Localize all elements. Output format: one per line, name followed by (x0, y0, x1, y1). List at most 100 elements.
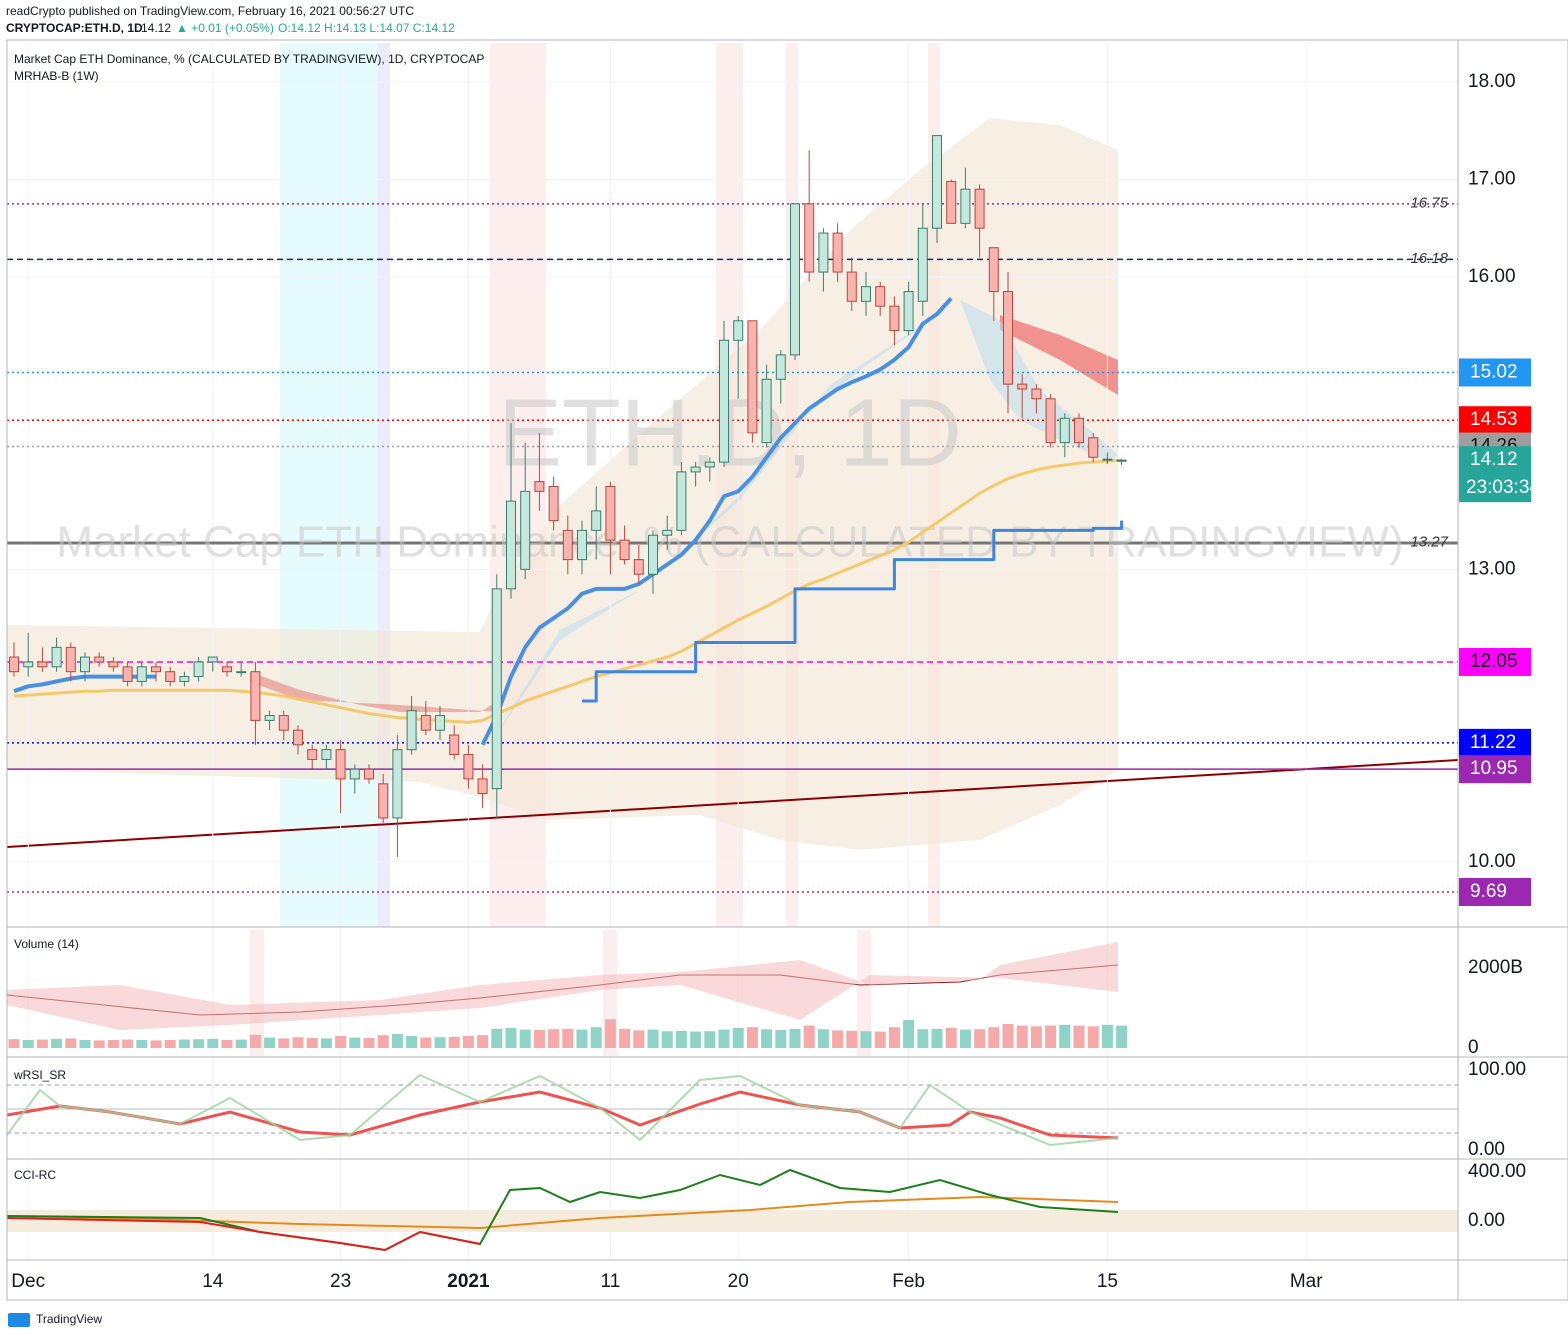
candle-body (804, 203, 815, 273)
candle-body (335, 749, 346, 780)
y-tick-label: 13.00 (1468, 558, 1516, 579)
y-tick-label: 2000B (1468, 957, 1523, 978)
rsi-shadow (6, 1073, 1119, 1147)
level-label: 16.75 (1410, 194, 1448, 211)
volume-bar (675, 1030, 687, 1048)
candle-body (520, 490, 531, 570)
pane-title: CCI-RC (14, 1168, 56, 1182)
volume-bar (619, 1028, 631, 1048)
x-tick-label: 15 (1097, 1271, 1118, 1292)
candle-body (1017, 383, 1028, 390)
envelope-band (7, 118, 1118, 850)
level-label: 13.27 (1410, 534, 1448, 551)
candle-body (633, 559, 644, 575)
candle-body (562, 529, 573, 561)
volume-bar (477, 1035, 489, 1048)
candle-body (548, 486, 559, 522)
volume-bar (1002, 1024, 1014, 1048)
candle-body (775, 354, 786, 380)
x-tick-label: Feb (892, 1271, 925, 1292)
price-badge (1459, 647, 1531, 676)
volume-bar (278, 1038, 290, 1048)
volume-bar (207, 1038, 219, 1048)
price-badge (1459, 877, 1531, 906)
candle-body (349, 768, 360, 780)
candle-body (23, 661, 34, 668)
y-tick-label: 0.00 (1468, 1139, 1505, 1160)
candle-body (932, 135, 942, 229)
trendline (6, 759, 1459, 848)
y-tick-label: 17.00 (1468, 168, 1516, 189)
candle-body (506, 500, 516, 590)
last-price-label: 14.12 (1470, 449, 1518, 470)
legend-main: Market Cap ETH Dominance, % (CALCULATED … (14, 52, 484, 66)
x-tick-label: 11 (601, 1271, 621, 1292)
candle-body (136, 666, 147, 682)
price-badge-label: 14.53 (1470, 409, 1518, 430)
candle-body (974, 188, 985, 229)
volume-bar (377, 1035, 389, 1048)
candle-body (207, 656, 218, 663)
volume-bar (817, 1029, 829, 1048)
candle-body (1045, 398, 1056, 444)
price-badge (1459, 755, 1531, 784)
y-tick-label: 0.00 (1468, 1210, 1505, 1231)
candle-body (463, 754, 474, 780)
volume-bar (8, 1039, 20, 1048)
volume-bar (604, 1019, 616, 1048)
candle-body (449, 734, 460, 756)
x-tick-label: Dec (11, 1271, 45, 1292)
volume-bar (732, 1028, 744, 1048)
volume-bar (633, 1030, 645, 1048)
volume-bar (661, 1031, 673, 1048)
volume-bar (136, 1040, 148, 1048)
x-tick-label: 2021 (447, 1271, 490, 1292)
legend-indicator: MRHAB-B (1W) (14, 69, 99, 83)
candle-body (1031, 388, 1042, 400)
candles (9, 135, 1127, 857)
volume-bar (888, 1027, 900, 1048)
volume-bar (420, 1037, 432, 1048)
candle-body (1102, 458, 1113, 461)
candle-body (65, 646, 76, 673)
candle-body (605, 486, 616, 541)
volume-bar (122, 1039, 134, 1048)
candle-body (1088, 437, 1099, 458)
volume-cloud (7, 942, 1118, 1030)
volume-bar (406, 1036, 418, 1048)
volume-bar (1116, 1025, 1128, 1048)
candle-body (236, 671, 247, 674)
volume-bar (917, 1029, 929, 1048)
candle-body (1074, 417, 1084, 444)
volume-bar (974, 1029, 986, 1048)
volume-bar (505, 1028, 517, 1048)
pink-zone (250, 930, 264, 1056)
volume-bar (846, 1030, 858, 1048)
volume-bar (1073, 1025, 1085, 1048)
y-tick-label: 18.00 (1468, 71, 1516, 92)
volume-bar (22, 1040, 34, 1048)
candle-body (719, 339, 729, 463)
volume-bar (832, 1030, 844, 1048)
candle-body (889, 305, 900, 332)
symbol: CRYPTOCAP:ETH.D, 1D (6, 21, 143, 35)
indicator-line (582, 520, 1124, 703)
price-badge (1459, 728, 1531, 757)
pane-title: Volume (14) (14, 937, 79, 951)
candle-body (94, 656, 105, 663)
volume-bar (789, 1028, 801, 1048)
candle-body (534, 481, 545, 492)
level-label: 16.18 (1410, 250, 1448, 267)
candle-body (917, 227, 928, 302)
price: 14.12 (141, 21, 171, 35)
x-tick-label: 23 (330, 1271, 351, 1292)
volume-bar (860, 1031, 872, 1048)
candle-body (108, 661, 119, 668)
candle-body (591, 510, 602, 531)
candle-body (491, 588, 502, 790)
candle-body (420, 715, 431, 731)
candle-body (662, 529, 673, 536)
volume-bar (1016, 1025, 1028, 1048)
volume-bar (320, 1038, 332, 1048)
cci-signal (6, 1195, 1119, 1230)
